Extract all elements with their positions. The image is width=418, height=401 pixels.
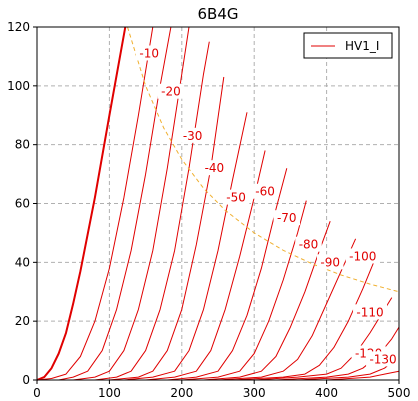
curve-label-bg (251, 183, 279, 199)
curve-label-bg (201, 160, 228, 176)
y-tick-label: 40 (15, 255, 30, 269)
y-axis-ticks: 0 20 40 60 80 100 120 (7, 20, 37, 387)
curve-label-bg (157, 83, 185, 99)
curve-labels: -10-20-30-40-50-60-70-80-90-100-110-120-… (135, 45, 401, 367)
plate-curve-0 (36, 26, 127, 381)
curve-label: -110 (356, 305, 383, 319)
chart-title: 6B4G (197, 5, 238, 23)
curve-label-bg (135, 45, 163, 61)
plate-curve-10 (36, 26, 154, 381)
curve-label: -40 (205, 161, 225, 175)
x-tick-label: 200 (170, 386, 193, 400)
dissipation-curve-group (127, 26, 400, 293)
plate-curve-160 (326, 370, 400, 381)
curve-label-bg (273, 210, 301, 226)
curve-label: -130 (369, 352, 396, 366)
x-tick-label: 100 (98, 386, 121, 400)
curve-label-bg (222, 189, 250, 205)
plate-curve-110 (217, 238, 357, 381)
y-tick-label: 100 (7, 79, 30, 93)
plate-curve-80 (167, 168, 288, 381)
curve-label-bg (179, 127, 206, 143)
curve-label-bg (316, 254, 344, 270)
curve-label: -70 (277, 211, 297, 225)
y-tick-label: 80 (15, 138, 30, 152)
plate-curve-20 (58, 26, 172, 381)
curve-label-bg (345, 248, 380, 264)
y-tick-label: 0 (22, 373, 30, 387)
plate-curve-60 (123, 112, 248, 381)
curve-label-bg (353, 304, 388, 320)
legend: HV1_I (303, 32, 393, 59)
plate-curve-30 (73, 26, 190, 381)
curve-label: -80 (299, 238, 319, 252)
curve-label: -50 (226, 191, 246, 205)
curve-label-bg (295, 236, 322, 252)
legend-label-hv1-i: HV1_I (345, 39, 379, 53)
x-tick-label: 500 (388, 386, 411, 400)
x-tick-label: 300 (243, 386, 266, 400)
y-tick-label: 120 (7, 20, 30, 34)
plate-curve-120 (232, 262, 375, 381)
curve-label: -60 (255, 185, 275, 199)
curve-label: -20 (161, 85, 181, 99)
x-tick-label: 400 (315, 386, 338, 400)
curve-label: -90 (320, 255, 340, 269)
plate-curve-70 (145, 150, 266, 381)
y-tick-label: 60 (15, 197, 30, 211)
plate-curve-40 (94, 41, 210, 381)
curve-label: -100 (349, 249, 376, 263)
plate-curve-50 (109, 76, 225, 381)
plate-curve-140 (275, 326, 400, 381)
x-axis-ticks: 0 100 200 300 400 500 (33, 380, 410, 400)
plate-curves (36, 26, 400, 381)
x-tick-label: 0 (33, 386, 41, 400)
dissipation-curve (127, 26, 400, 293)
y-tick-label: 20 (15, 314, 30, 328)
curve-label: -10 (139, 46, 159, 60)
plate-curve-90 (181, 200, 307, 381)
curve-label-bg (366, 351, 401, 367)
curve-label: -30 (183, 129, 203, 143)
